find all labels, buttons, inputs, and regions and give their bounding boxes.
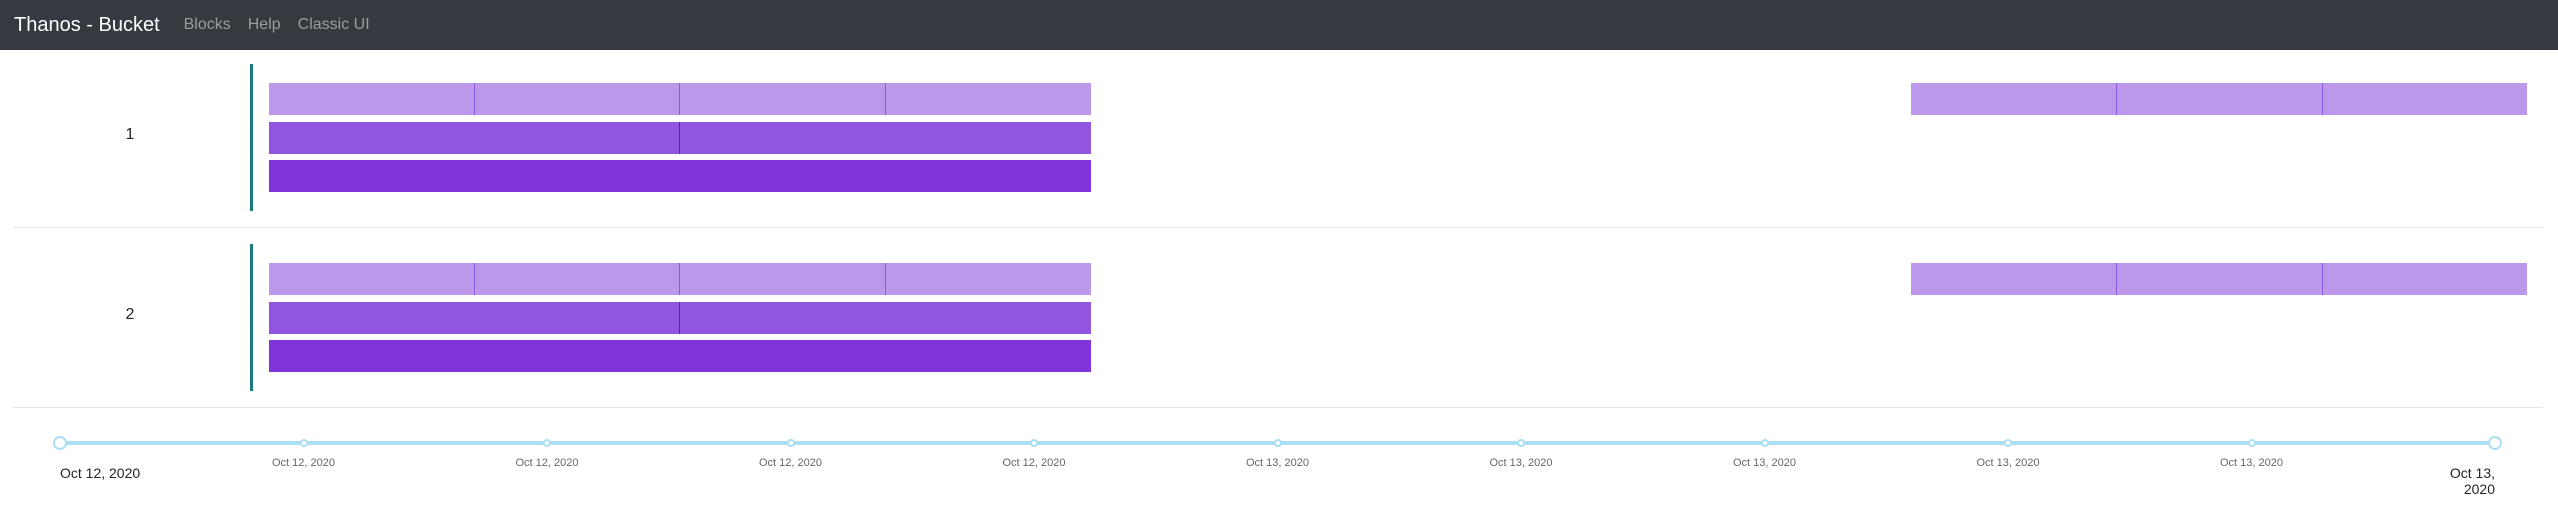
slider-tick-label: Oct 12, 2020 [759,457,822,469]
group-separator [13,407,2543,408]
block-level-1[interactable] [474,83,679,115]
block-level-1[interactable] [474,263,679,295]
nav-link-blocks[interactable]: Blocks [183,16,231,33]
block-level-2[interactable] [269,122,679,154]
slider-tick [1030,439,1038,447]
block-level-1[interactable] [269,263,474,295]
block-level-1[interactable] [1911,83,2116,115]
slider-start-label: Oct 12, 2020 [60,465,141,481]
slider-end-label: Oct 13, 2020 [2449,465,2495,497]
slider-tick [1273,439,1282,447]
group-label: 1 [125,126,135,143]
slider-tick [299,439,308,447]
block-level-2[interactable] [679,302,1091,334]
block-level-1[interactable] [269,83,474,115]
group-label: 2 [125,306,135,323]
block-level-1[interactable] [679,263,885,295]
slider-tick [786,439,795,447]
block-level-1[interactable] [2116,83,2322,115]
slider-tick [2004,439,2012,447]
slider-tick-label: Oct 13, 2020 [1246,457,1309,469]
block-level-1[interactable] [679,83,885,115]
slider-end-handle[interactable] [2488,436,2502,450]
group-separator [13,227,2543,228]
nav-link-classic-ui[interactable]: Classic UI [297,16,370,33]
nav-link-help[interactable]: Help [247,16,281,33]
block-level-1[interactable] [2322,263,2527,295]
slider-tick [2247,439,2256,447]
slider-start-handle[interactable] [53,436,67,450]
slider-tick [1517,439,1525,447]
block-level-3[interactable] [269,340,1091,372]
slider-tick-label: Oct 13, 2020 [2220,457,2283,469]
block-level-1[interactable] [2116,263,2322,295]
brand-link[interactable]: Thanos - Bucket [14,13,160,36]
block-level-1[interactable] [1911,263,2116,295]
block-level-1[interactable] [885,83,1091,115]
slider-tick [543,439,551,447]
slider-tick-label: Oct 13, 2020 [1489,457,1553,469]
block-level-1[interactable] [2322,83,2527,115]
slider-tick-label: Oct 13, 2020 [1733,457,1796,469]
block-level-2[interactable] [679,122,1091,154]
block-level-1[interactable] [885,263,1091,295]
block-level-2[interactable] [269,302,679,334]
slider-tick-label: Oct 12, 2020 [515,457,579,469]
slider-tick [1760,439,1769,447]
group-line [250,64,253,211]
slider-tick-label: Oct 13, 2020 [1976,457,2040,469]
slider-tick-label: Oct 12, 2020 [1002,457,1066,469]
navbar: Thanos - Bucket Blocks Help Classic UI [0,0,2558,50]
slider-tick-label: Oct 12, 2020 [272,457,335,469]
group-line [250,244,253,391]
block-level-3[interactable] [269,160,1091,192]
